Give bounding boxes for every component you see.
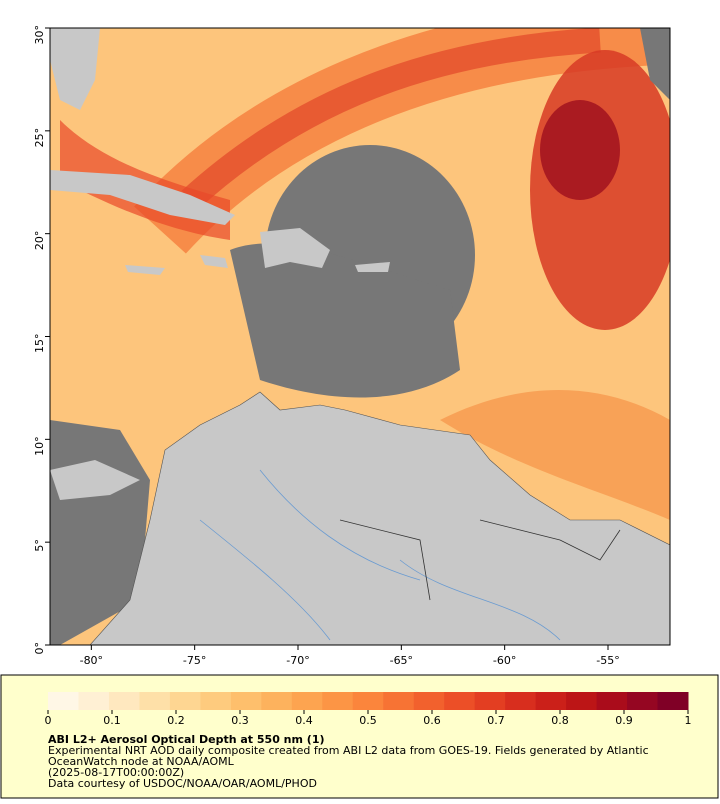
- legend-title: ABI L2+ Aerosol Optical Depth at 550 nm …: [48, 733, 325, 746]
- colorbar-tick-label: 0.7: [487, 714, 505, 727]
- cloud-mask: [230, 243, 460, 398]
- colorbar-tick-label: 1: [685, 714, 692, 727]
- colorbar-swatch: [474, 692, 506, 710]
- colorbar-swatch: [596, 692, 628, 710]
- y-tick-label: 30°: [33, 25, 46, 45]
- cloud-mask: [640, 28, 670, 100]
- colorbar-tick-label: 0.4: [295, 714, 313, 727]
- x-tick-label: -60°: [493, 654, 516, 667]
- aerosol-plume: [440, 390, 670, 520]
- land: [89, 391, 670, 645]
- land: [200, 255, 228, 268]
- axes: -80° -75° -70° -65° -60° -55° 0° 5° 10° 15° 20° 25°…: [33, 25, 620, 667]
- colorbar-tick-label: 0.8: [551, 714, 569, 727]
- colorbar-swatch: [200, 692, 232, 710]
- colorbar-swatch: [535, 692, 567, 710]
- colorbar-swatch: [627, 692, 659, 710]
- x-tick-label: -75°: [183, 654, 206, 667]
- y-tick-label: 15°: [33, 334, 46, 354]
- colorbar-swatch: [352, 692, 384, 710]
- colorbar: 0 0.1 0.2 0.3 0.4 0.5 0.6 0.7 0.8 0.9 1: [45, 692, 692, 727]
- y-tick-label: 5°: [33, 539, 46, 552]
- x-tick-label: -55°: [596, 654, 619, 667]
- y-tick-label: 10°: [33, 436, 46, 456]
- aerosol-plume: [530, 50, 670, 330]
- colorbar-tick-label: 0: [45, 714, 52, 727]
- colorbar-swatch: [383, 692, 415, 710]
- colorbar-swatch: [505, 692, 537, 710]
- borders: [339, 519, 621, 601]
- colorbar-swatch: [169, 692, 201, 710]
- colorbar-swatch: [413, 692, 445, 710]
- land: [50, 460, 140, 500]
- map-image: [50, 28, 670, 645]
- colorbar-swatch: [48, 692, 79, 710]
- land: [355, 262, 390, 272]
- colorbar-swatch: [291, 692, 323, 710]
- y-tick-label: 25°: [33, 128, 46, 148]
- colorbar-swatch: [139, 692, 171, 710]
- colorbar-swatch: [657, 692, 689, 710]
- land: [50, 170, 235, 225]
- x-tick-label: -80°: [80, 654, 103, 667]
- colorbar-swatch: [566, 692, 598, 710]
- credit: Data courtesy of USDOC/NOAA/OAR/AOML/PHO…: [48, 777, 317, 790]
- colorbar-tick-label: 0.9: [615, 714, 633, 727]
- y-tick-label: 0°: [33, 642, 46, 655]
- colorbar-swatch: [78, 692, 110, 710]
- colorbar-tick-label: 0.3: [231, 714, 249, 727]
- colorbar-tick-label: 0.2: [167, 714, 185, 727]
- colorbar-swatch: [261, 692, 293, 710]
- x-tick-label: -65°: [390, 654, 413, 667]
- aerosol-plume: [540, 100, 620, 200]
- y-tick-label: 20°: [33, 231, 46, 251]
- land: [50, 28, 100, 110]
- rivers: [199, 469, 561, 641]
- colorbar-swatch: [444, 692, 476, 710]
- land: [260, 228, 330, 268]
- colorbar-tick-label: 0.5: [359, 714, 377, 727]
- land: [125, 265, 165, 275]
- colorbar-tick-label: 0.6: [423, 714, 441, 727]
- description-line: Experimental NRT AOD daily composite cre…: [48, 744, 649, 757]
- aerosol-plume: [181, 28, 601, 210]
- description-line: OceanWatch node at NOAA/AOML: [48, 755, 235, 768]
- colorbar-swatch: [108, 692, 140, 710]
- colorbar-swatch: [230, 692, 262, 710]
- colorbar-tick-label: 0.1: [103, 714, 121, 727]
- colorbar-swatch: [322, 692, 354, 710]
- date: (2025-08-17T00:00:00Z): [48, 766, 184, 779]
- x-tick-label: -70°: [286, 654, 309, 667]
